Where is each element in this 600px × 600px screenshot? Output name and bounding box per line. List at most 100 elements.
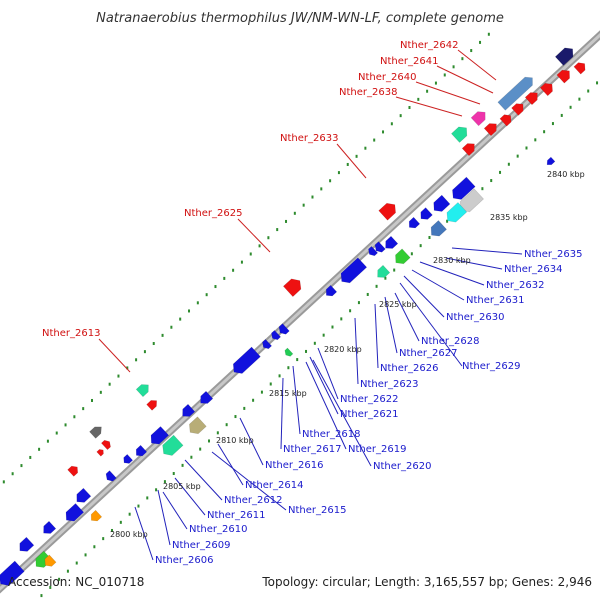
kbp-label: 2820 kbp bbox=[324, 345, 362, 354]
scale-dot bbox=[373, 138, 376, 142]
leader-line bbox=[457, 49, 497, 81]
scale-dot bbox=[267, 236, 270, 240]
gene-arrow bbox=[446, 202, 468, 223]
leader-line bbox=[411, 269, 465, 301]
gene-shape bbox=[200, 390, 214, 404]
gene-arrow bbox=[278, 323, 290, 335]
gene-label: Nther_2606 bbox=[155, 555, 213, 566]
leader-line bbox=[217, 443, 244, 486]
gene-shape bbox=[430, 220, 448, 237]
gene-label: Nther_2623 bbox=[360, 379, 418, 390]
scale-dot bbox=[285, 219, 288, 223]
scale-dot bbox=[331, 325, 334, 329]
gene-shape bbox=[374, 241, 386, 253]
gene-shape bbox=[123, 453, 134, 464]
gene-label: Nther_2626 bbox=[380, 363, 438, 374]
kbp-label: 2830 kbp bbox=[433, 256, 471, 265]
scale-dot bbox=[163, 480, 166, 484]
gene-arrow bbox=[524, 92, 538, 106]
gene-arrow bbox=[232, 346, 261, 374]
kbp-label: 2835 kbp bbox=[490, 213, 528, 222]
gene-arrow bbox=[19, 536, 35, 552]
scale-dot bbox=[578, 97, 581, 101]
gene-label: Nther_2620 bbox=[373, 461, 431, 472]
gene-shape bbox=[150, 426, 170, 445]
gene-arrow bbox=[377, 264, 391, 278]
gene-label: Nther_2640 bbox=[358, 72, 416, 83]
leader-line bbox=[312, 359, 372, 467]
scale-dot bbox=[470, 49, 473, 53]
leader-line bbox=[239, 417, 264, 466]
scale-dot bbox=[84, 553, 87, 557]
gene-shape bbox=[0, 560, 25, 586]
scale-dot bbox=[146, 496, 149, 500]
scale-dot bbox=[426, 89, 429, 93]
scale-dot bbox=[232, 268, 235, 272]
gene-shape bbox=[433, 194, 451, 212]
scale-dot bbox=[179, 317, 182, 321]
gene-arrow bbox=[546, 156, 556, 166]
leader-line bbox=[399, 282, 463, 367]
scale-dot bbox=[190, 455, 193, 459]
scale-dot bbox=[55, 431, 58, 435]
gene-arrow bbox=[135, 444, 148, 457]
gene-shape bbox=[497, 76, 533, 111]
gene-arrow bbox=[67, 465, 79, 477]
scale-dot bbox=[311, 195, 314, 199]
kbp-label: 2840 kbp bbox=[547, 170, 585, 179]
gene-shape bbox=[135, 384, 149, 398]
scale-dot bbox=[287, 366, 290, 370]
scale-dot bbox=[93, 545, 96, 549]
scale-dot bbox=[507, 162, 510, 166]
gene-arrow bbox=[90, 509, 103, 522]
scale-dot bbox=[128, 512, 131, 516]
scale-dot bbox=[461, 57, 464, 61]
gene-arrow bbox=[43, 520, 57, 534]
gene-shape bbox=[556, 69, 570, 84]
scale-dot bbox=[357, 301, 360, 305]
scale-dot bbox=[73, 415, 76, 419]
scale-dot bbox=[384, 276, 387, 280]
scale-dot bbox=[452, 65, 455, 69]
gene-arrow bbox=[395, 248, 411, 265]
leader-line bbox=[374, 303, 379, 369]
scale-dot bbox=[225, 423, 228, 427]
scale-dot bbox=[481, 187, 484, 191]
gene-shape bbox=[182, 403, 196, 417]
scale-dot bbox=[223, 276, 226, 280]
gene-label: Nther_2630 bbox=[446, 312, 504, 323]
gene-arrow bbox=[539, 82, 553, 97]
scale-dot bbox=[64, 423, 67, 427]
scale-dot bbox=[329, 179, 332, 183]
map-title: Natranaerobius thermophilus JW/NM-WN-LF,… bbox=[96, 11, 504, 26]
kbp-label: 2800 kbp bbox=[110, 530, 148, 539]
leader-line bbox=[436, 65, 494, 94]
scale-dot bbox=[135, 358, 138, 362]
scale-dot bbox=[249, 252, 252, 256]
scale-dot bbox=[188, 309, 191, 313]
scale-dot bbox=[534, 138, 537, 142]
scale-dot bbox=[322, 333, 325, 337]
scale-dot bbox=[543, 130, 546, 134]
gene-shape bbox=[524, 92, 538, 106]
scale-dot bbox=[181, 463, 184, 467]
reverse-gene-labels: Nther_2635 Nther_2634 Nther_2632 Nther_2… bbox=[155, 249, 582, 566]
scale-dot bbox=[443, 73, 446, 77]
gene-shape bbox=[461, 143, 475, 157]
gene-shape bbox=[573, 62, 586, 75]
gene-shape bbox=[96, 449, 104, 457]
gene-label: Nther_2612 bbox=[224, 495, 282, 506]
scale-dot bbox=[91, 398, 94, 402]
gene-label: Nther_2609 bbox=[172, 540, 230, 551]
scale-dot bbox=[569, 105, 572, 109]
gene-label: Nther_2638 bbox=[339, 87, 397, 98]
scale-dot bbox=[2, 480, 5, 484]
scale-dot bbox=[278, 374, 281, 378]
scale-dot bbox=[499, 170, 502, 174]
gene-arrows bbox=[0, 47, 586, 586]
scale-dot bbox=[111, 528, 114, 532]
gene-shape bbox=[499, 114, 512, 127]
scale-dot bbox=[234, 415, 237, 419]
scale-dot bbox=[58, 577, 61, 581]
gene-arrow bbox=[200, 390, 214, 404]
